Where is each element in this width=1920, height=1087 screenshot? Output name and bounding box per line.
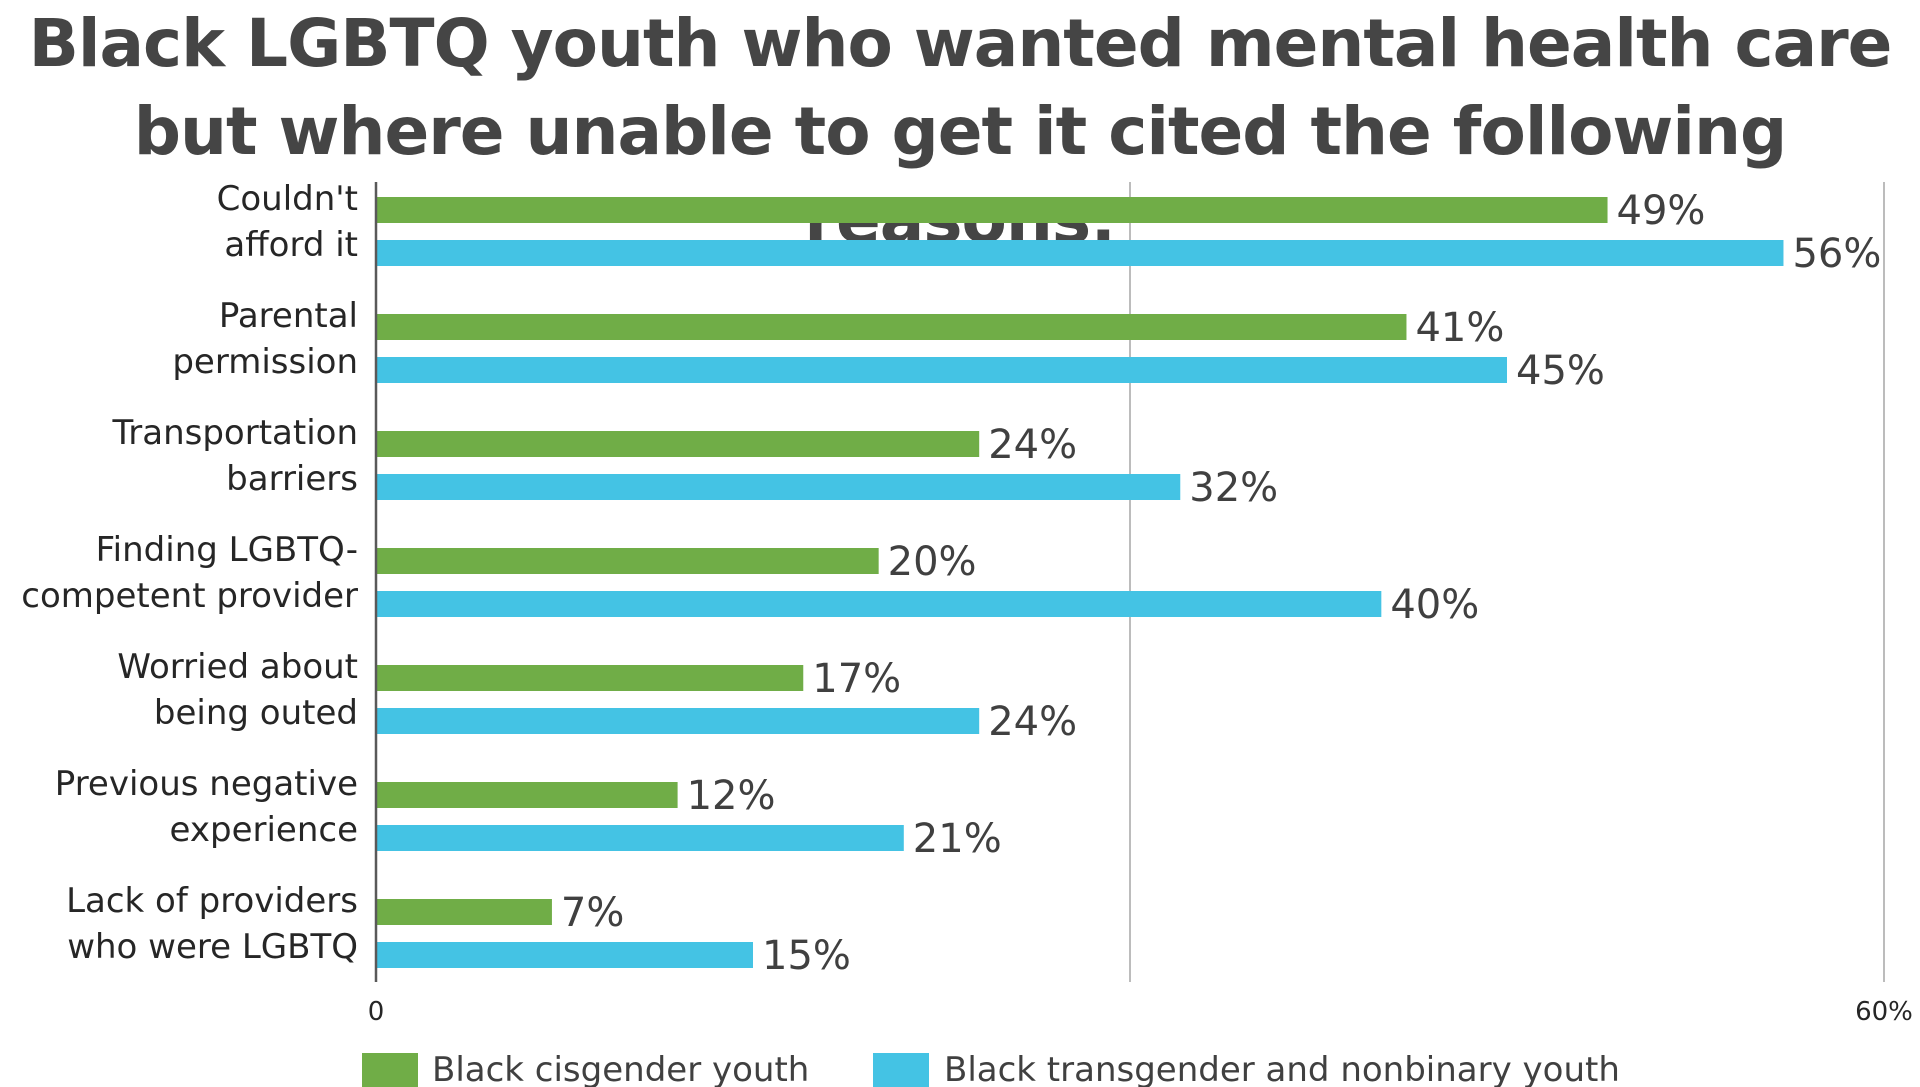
value-label-trans-nonbinary-3: 40% (1390, 582, 1479, 628)
bar-cisgender-0 (376, 197, 1608, 223)
value-label-cisgender-2: 24% (988, 422, 1077, 468)
value-label-cisgender-0: 49% (1617, 188, 1706, 234)
legend-label-cisgender: Black cisgender youth (432, 1050, 809, 1087)
value-label-trans-nonbinary-4: 24% (988, 699, 1077, 745)
bar-trans-nonbinary-3 (376, 591, 1382, 617)
value-label-cisgender-4: 17% (812, 656, 901, 702)
x-tick-label-min: 0 (368, 997, 385, 1027)
value-label-cisgender-6: 7% (561, 890, 624, 936)
category-label-5-line-1: experience (170, 810, 358, 850)
bar-trans-nonbinary-1 (376, 357, 1507, 383)
value-label-cisgender-1: 41% (1415, 305, 1504, 351)
value-label-trans-nonbinary-2: 32% (1189, 465, 1278, 511)
bar-trans-nonbinary-0 (376, 240, 1784, 266)
value-label-trans-nonbinary-0: 56% (1792, 231, 1881, 277)
bar-cisgender-4 (376, 665, 804, 691)
legend-swatch-trans-nonbinary (873, 1053, 929, 1087)
value-label-cisgender-3: 20% (888, 539, 977, 585)
category-label-2-line-1: barriers (226, 459, 358, 499)
value-label-trans-nonbinary-5: 21% (913, 816, 1002, 862)
value-label-cisgender-5: 12% (687, 773, 776, 819)
category-label-4-line-0: Worried about (117, 647, 358, 687)
bar-cisgender-2 (376, 431, 980, 457)
bar-cisgender-1 (376, 314, 1407, 340)
category-label-3-line-0: Finding LGBTQ- (96, 530, 358, 570)
category-label-6-line-1: who were LGBTQ (67, 927, 358, 967)
bar-trans-nonbinary-2 (376, 474, 1181, 500)
chart-title: Black LGBTQ youth who wanted mental heal… (28, 5, 1893, 258)
category-label-1-line-0: Parental (219, 296, 358, 336)
category-label-2-line-0: Transportation (111, 413, 358, 453)
bar-trans-nonbinary-4 (376, 708, 980, 734)
category-label-5-line-0: Previous negative (55, 764, 358, 804)
bar-cisgender-5 (376, 782, 678, 808)
category-label-1-line-1: permission (172, 342, 358, 382)
category-label-0-line-1: afford it (224, 225, 358, 265)
x-tick-label-max: 60% (1855, 997, 1913, 1027)
bar-trans-nonbinary-6 (376, 942, 753, 968)
bar-trans-nonbinary-5 (376, 825, 904, 851)
value-label-trans-nonbinary-6: 15% (762, 933, 851, 979)
category-label-6-line-0: Lack of providers (66, 881, 358, 921)
value-label-trans-nonbinary-1: 45% (1516, 348, 1605, 394)
bar-cisgender-3 (376, 548, 879, 574)
category-label-4-line-1: being outed (154, 693, 358, 733)
category-label-0-line-0: Couldn't (217, 179, 358, 219)
legend-label-trans-nonbinary: Black transgender and nonbinary youth (944, 1050, 1620, 1087)
category-label-3-line-1: competent provider (21, 576, 358, 616)
legend-swatch-cisgender (362, 1053, 418, 1087)
bar-cisgender-6 (376, 899, 552, 925)
